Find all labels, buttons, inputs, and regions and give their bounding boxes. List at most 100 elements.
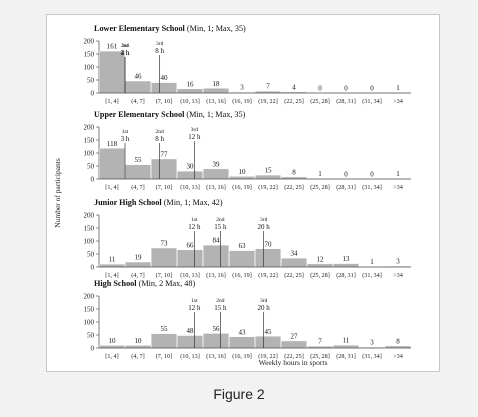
x-tick-label: (19, 22] (258, 272, 278, 279)
bar-value-label: 1 (396, 84, 400, 92)
y-tick-label: 100 (84, 319, 95, 327)
panel-4: High School (Min, 2 Max, 48) 0 50 100 150 200… (84, 279, 412, 360)
quartile-label: 2nd (216, 298, 225, 304)
bar-value-label: 34 (291, 250, 299, 258)
bar-value-label: 11 (109, 256, 116, 264)
x-tick-label: (28, 31] (336, 272, 356, 279)
x-tick-label: (7, 10] (156, 98, 173, 105)
bar-value-label: 0 (370, 85, 374, 93)
y-tick-label: 0 (91, 90, 95, 98)
y-tick-label: 50 (87, 251, 95, 259)
bar-value-label: 19 (135, 254, 143, 262)
x-tick-label: (4, 7] (131, 184, 144, 191)
bar-value-label: 18 (213, 80, 221, 88)
x-tick-label: (10, 13] (180, 98, 200, 105)
x-tick-label: (10, 13] (180, 353, 200, 360)
bar-value-label: 55 (161, 325, 169, 333)
x-tick-label: (10, 13] (180, 272, 200, 279)
bar-value-label: 8 (292, 168, 296, 176)
quartile-hours-label: 4 h (121, 49, 130, 57)
bar-value-label: 55 (135, 156, 143, 164)
quartile-hours-label: 20 h (258, 304, 271, 312)
bar (280, 257, 307, 268)
bar-value-label: 10 (239, 168, 247, 176)
bar-value-label: 56 (213, 325, 221, 333)
x-tick-label: >34 (393, 272, 403, 279)
bar (333, 263, 360, 268)
bar (254, 336, 281, 349)
bar (124, 80, 151, 94)
x-tick-label: (25, 28] (310, 184, 330, 191)
x-tick-label: (7, 10] (156, 184, 173, 191)
bar (202, 88, 229, 94)
y-tick-label: 50 (87, 77, 95, 85)
y-axis-title: Number of participants (53, 158, 62, 228)
bar (202, 168, 229, 180)
quartile-label: 1st (191, 217, 198, 223)
bar-value-label: 0 (318, 85, 322, 93)
x-tick-label: [1, 4] (105, 272, 118, 279)
x-tick-label: (25, 28] (310, 98, 330, 105)
x-tick-label: (28, 31] (336, 98, 356, 105)
quartile-hours-label: 2 h (121, 49, 130, 57)
y-tick-label: 150 (84, 306, 95, 314)
y-tick-label: 150 (84, 137, 95, 145)
bar-value-label: 10 (135, 337, 143, 345)
panel-title: Junior High School (Min, 1; Max, 42) (94, 198, 223, 207)
x-tick-label: (31, 34] (362, 98, 382, 105)
bar-value-label: 15 (265, 167, 273, 175)
bar-value-label: 118 (107, 140, 118, 148)
bar (124, 345, 151, 349)
bar-value-label: 4 (292, 83, 296, 91)
quartile-label: 2nd (156, 129, 165, 135)
x-tick-label: (22, 25] (284, 272, 304, 279)
bar-value-label: 70 (265, 240, 273, 248)
bar (176, 335, 203, 349)
bar (333, 344, 360, 349)
panel-title-name: Junior High School (94, 198, 162, 207)
quartile-label: 1st (122, 43, 129, 49)
x-tick-label: (22, 25] (284, 353, 304, 360)
bar-value-label: 16 (187, 80, 195, 88)
bar-value-label: 1 (370, 258, 374, 266)
panel-title-name: Lower Elementary School (94, 24, 186, 33)
panel-title: High School (Min, 2 Max, 48) (94, 279, 195, 288)
bar-value-label: 13 (343, 255, 351, 263)
bar-value-label: 1 (396, 170, 400, 178)
panel-title-range: (Min, 1; Max, 35) (184, 110, 245, 119)
y-tick-label: 0 (91, 345, 95, 353)
x-tick-label: (31, 34] (362, 353, 382, 360)
bar-value-label: 48 (187, 327, 195, 335)
x-tick-label: (25, 28] (310, 353, 330, 360)
figure-frame: Lower Elementary School (Min, 1; Max, 35… (46, 14, 440, 372)
bar-value-label: 77 (161, 150, 169, 158)
y-tick-label: 100 (84, 150, 95, 158)
x-tick-label: (19, 22] (258, 184, 278, 191)
bar-value-label: 7 (318, 338, 322, 346)
x-tick-label: (13, 16] (206, 272, 226, 279)
bar-value-label: 3 (370, 339, 374, 347)
bar-value-label: 3 (396, 258, 400, 266)
x-tick-label: (4, 7] (131, 353, 144, 360)
bar (124, 261, 151, 268)
bar-value-label: 73 (161, 240, 169, 248)
bar-value-label: 7 (266, 83, 270, 91)
y-tick-label: 150 (84, 51, 95, 59)
bar (124, 164, 151, 180)
y-tick-label: 200 (84, 212, 95, 220)
bar (150, 82, 177, 94)
quartile-hours-label: 15 h (214, 304, 227, 312)
bar (228, 336, 255, 349)
quartile-label: 3rd (260, 298, 268, 304)
x-axis-title: Weekly hours in sports (259, 358, 328, 367)
bar-value-label: 0 (344, 171, 348, 179)
bar-value-label: 0 (370, 171, 374, 179)
bar (176, 170, 203, 180)
bar-value-label: 39 (213, 160, 221, 168)
x-tick-label: (13, 16] (206, 98, 226, 105)
x-tick-label: (4, 7] (131, 272, 144, 279)
bar (99, 345, 126, 349)
y-tick-label: 0 (91, 176, 95, 184)
bar (99, 148, 126, 180)
x-tick-label: (22, 25] (284, 98, 304, 105)
